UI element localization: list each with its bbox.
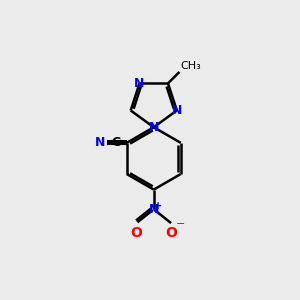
Text: CH₃: CH₃ [181, 61, 201, 71]
Text: N: N [172, 104, 182, 117]
Text: N: N [148, 121, 159, 134]
Text: N: N [94, 136, 105, 149]
Text: O: O [165, 226, 177, 240]
Text: −: − [176, 219, 185, 229]
Text: +: + [154, 202, 162, 212]
Text: N: N [134, 77, 145, 90]
Text: N: N [148, 203, 159, 216]
Text: C: C [111, 136, 120, 149]
Text: O: O [130, 226, 142, 240]
